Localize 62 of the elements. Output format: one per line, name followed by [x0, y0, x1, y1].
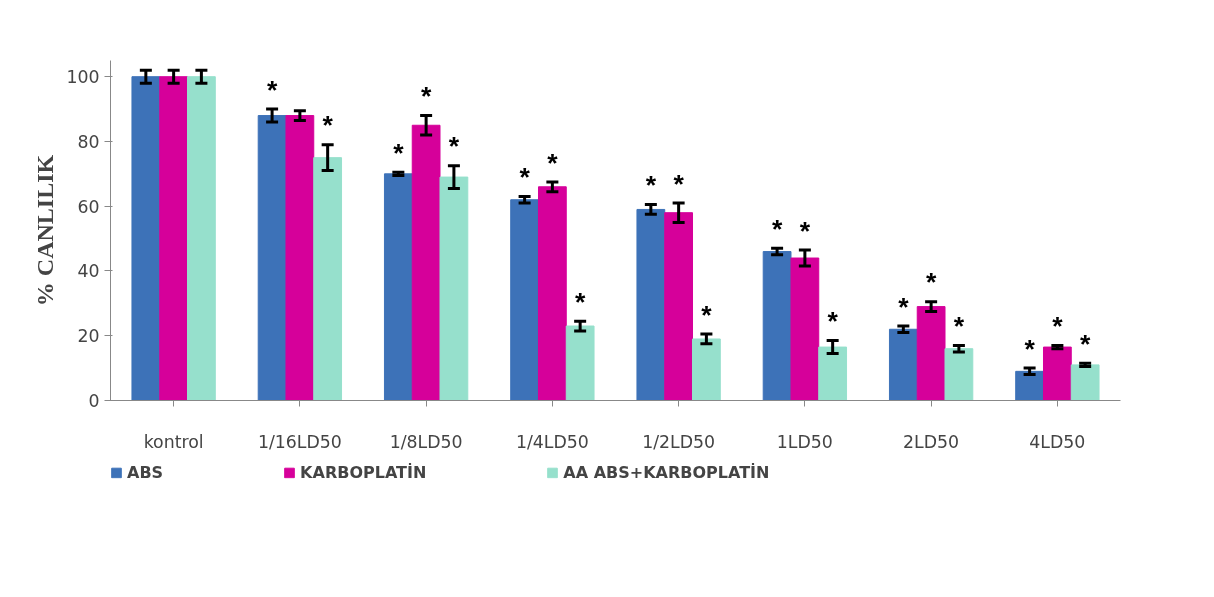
- bar: [1015, 370, 1044, 401]
- data-label: *: [953, 311, 965, 342]
- bar: [565, 325, 595, 401]
- data-label: *: [519, 162, 531, 193]
- data-label: *: [574, 286, 586, 317]
- bar: [510, 199, 539, 401]
- bar: [762, 251, 792, 401]
- bar: [313, 157, 343, 401]
- data-label: *: [645, 170, 657, 201]
- y-tick-label: 60: [77, 196, 100, 217]
- data-label: *: [925, 267, 937, 298]
- x-tick-label: 1/4LD50: [515, 431, 589, 452]
- bar: [888, 328, 918, 401]
- y-tick-label: 40: [77, 261, 100, 282]
- x-tick-label: 4LD50: [1029, 431, 1086, 452]
- bar: [1042, 346, 1072, 401]
- x-tick-label: 1/2LD50: [642, 431, 716, 452]
- x-tick-label: 1LD50: [776, 431, 833, 452]
- data-label: *: [420, 81, 432, 112]
- data-label: *: [448, 131, 460, 162]
- bar: [537, 186, 567, 401]
- data-label: *: [827, 306, 839, 337]
- bar: [131, 76, 161, 401]
- data-label: *: [799, 215, 811, 246]
- data-label: *: [547, 147, 559, 178]
- x-tick-label: 1/16LD50: [257, 431, 342, 452]
- legend-label: AA ABS+KARBOPLATİN: [563, 462, 770, 482]
- data-label: *: [322, 110, 334, 141]
- bar: [636, 208, 666, 401]
- bar: [692, 338, 721, 401]
- legend-label: KARBOPLATİN: [300, 462, 427, 482]
- y-tick-label: 80: [77, 131, 100, 152]
- bar: [285, 115, 315, 401]
- bar: [790, 257, 820, 401]
- y-axis-title: % CANLILIK: [32, 154, 59, 307]
- bar: [187, 76, 216, 401]
- bar: [411, 124, 441, 401]
- x-tick-label: kontrol: [143, 431, 204, 452]
- bar: [944, 348, 974, 401]
- data-label: *: [393, 137, 405, 168]
- data-label: *: [1024, 333, 1036, 364]
- data-label: *: [1079, 328, 1091, 359]
- data-label: *: [898, 291, 910, 322]
- data-label: *: [701, 299, 713, 330]
- data-label: *: [1052, 311, 1064, 342]
- data-label: *: [673, 168, 685, 199]
- bar: [916, 306, 946, 401]
- bar: [257, 115, 287, 401]
- y-tick-label: 0: [88, 391, 100, 411]
- legend-label: ABS: [127, 462, 164, 482]
- bar: [439, 176, 469, 401]
- data-label: *: [771, 213, 783, 244]
- bar: [383, 173, 413, 401]
- bar: [159, 76, 189, 401]
- y-tick-label: 20: [77, 326, 100, 347]
- data-label: *: [266, 74, 278, 105]
- y-tick-label: 100: [66, 67, 100, 88]
- bar: [818, 346, 848, 401]
- x-tick-label: 1/8LD50: [389, 431, 463, 452]
- bar: [664, 212, 694, 401]
- bar: [1070, 364, 1100, 401]
- x-tick-label: 2LD50: [903, 431, 960, 452]
